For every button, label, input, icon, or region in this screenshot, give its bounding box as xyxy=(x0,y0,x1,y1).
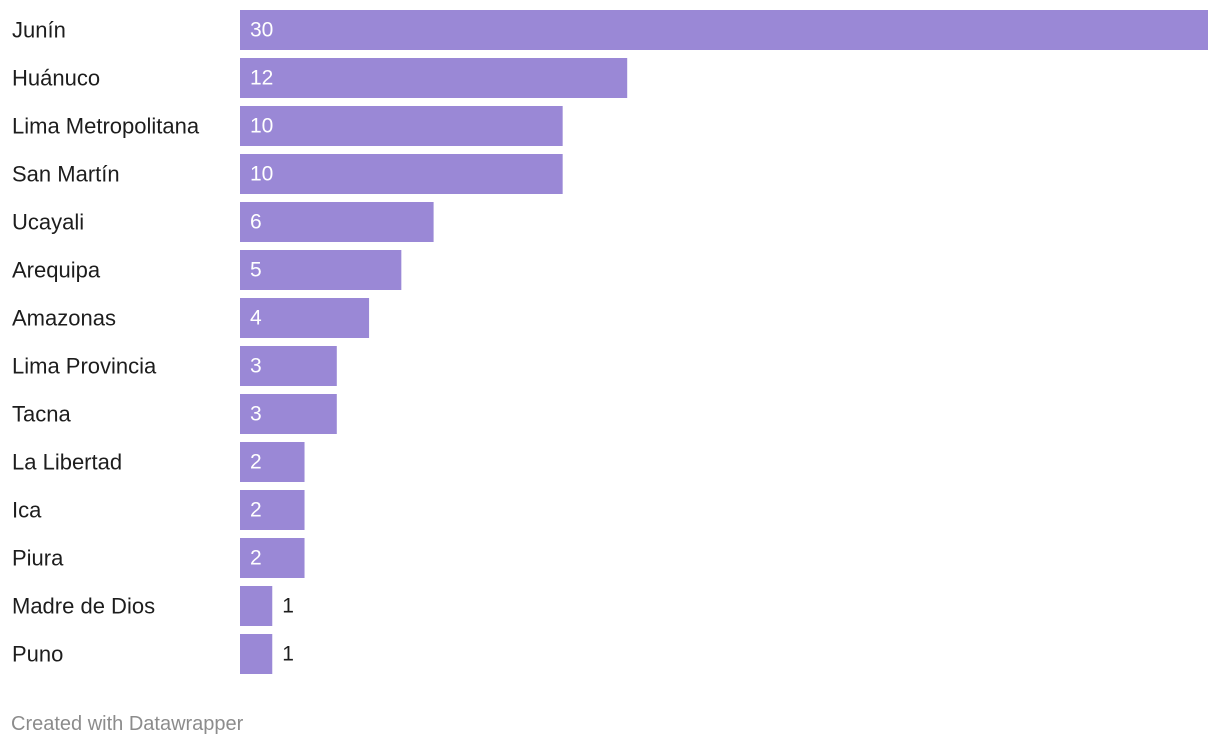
category-label: Junín xyxy=(12,18,66,43)
category-label: Amazonas xyxy=(12,306,116,331)
bar xyxy=(240,298,370,338)
bar-row: Arequipa 5 xyxy=(12,250,402,290)
bar-row: Piura 2 xyxy=(12,538,305,578)
bar xyxy=(240,154,563,194)
datawrapper-credit: Created with Datawrapper xyxy=(11,713,244,735)
bar-row: Huánuco 12 xyxy=(12,58,628,98)
category-label: Puno xyxy=(12,642,63,667)
bar xyxy=(240,10,1208,50)
bar xyxy=(240,58,628,98)
bar-row: Ucayali 6 xyxy=(12,202,434,242)
value-label: 5 xyxy=(250,259,262,282)
category-label: Tacna xyxy=(12,402,71,427)
category-label: Lima Provincia xyxy=(12,354,157,379)
value-label: 6 xyxy=(250,211,262,234)
bar-row: Amazonas 4 xyxy=(12,298,370,338)
value-label: 3 xyxy=(250,355,262,378)
bar-row: Puno 1 xyxy=(12,634,294,674)
category-label: Arequipa xyxy=(12,258,101,283)
bar xyxy=(240,106,563,146)
category-label: Ucayali xyxy=(12,210,84,235)
value-label: 30 xyxy=(250,19,273,42)
category-label: Piura xyxy=(12,546,64,571)
bar-row: Lima Metropolitana 10 xyxy=(12,106,563,146)
bar xyxy=(240,346,337,386)
category-label: San Martín xyxy=(12,162,120,187)
bar-row: San Martín 10 xyxy=(12,154,563,194)
value-label: 10 xyxy=(250,115,273,138)
bar xyxy=(240,634,273,674)
bar-row: Lima Provincia 3 xyxy=(12,346,337,386)
bar xyxy=(240,394,337,434)
value-label: 2 xyxy=(250,499,262,522)
bar-row: Tacna 3 xyxy=(12,394,337,434)
value-label: 4 xyxy=(250,307,262,330)
bar-chart: Junín 30 Huánuco 12 Lima Metropolitana 10 San … xyxy=(12,10,1208,674)
category-label: Lima Metropolitana xyxy=(12,114,200,139)
value-label: 12 xyxy=(250,67,273,90)
bar xyxy=(240,202,434,242)
bar xyxy=(240,250,402,290)
bar-row: Madre de Dios 1 xyxy=(12,586,294,626)
category-label: Ica xyxy=(12,498,42,523)
value-label: 2 xyxy=(250,451,262,474)
bar-row: La Libertad 2 xyxy=(12,442,305,482)
value-label: 1 xyxy=(282,595,294,618)
value-label: 10 xyxy=(250,163,273,186)
value-label: 2 xyxy=(250,547,262,570)
value-label: 1 xyxy=(282,643,294,666)
value-label: 3 xyxy=(250,403,262,426)
bar xyxy=(240,586,273,626)
bar xyxy=(240,442,305,482)
category-label: Huánuco xyxy=(12,66,100,91)
bar xyxy=(240,538,305,578)
bar xyxy=(240,490,305,530)
category-label: La Libertad xyxy=(12,450,122,475)
bar-row: Ica 2 xyxy=(12,490,305,530)
category-label: Madre de Dios xyxy=(12,594,155,619)
bar-row: Junín 30 xyxy=(12,10,1208,50)
